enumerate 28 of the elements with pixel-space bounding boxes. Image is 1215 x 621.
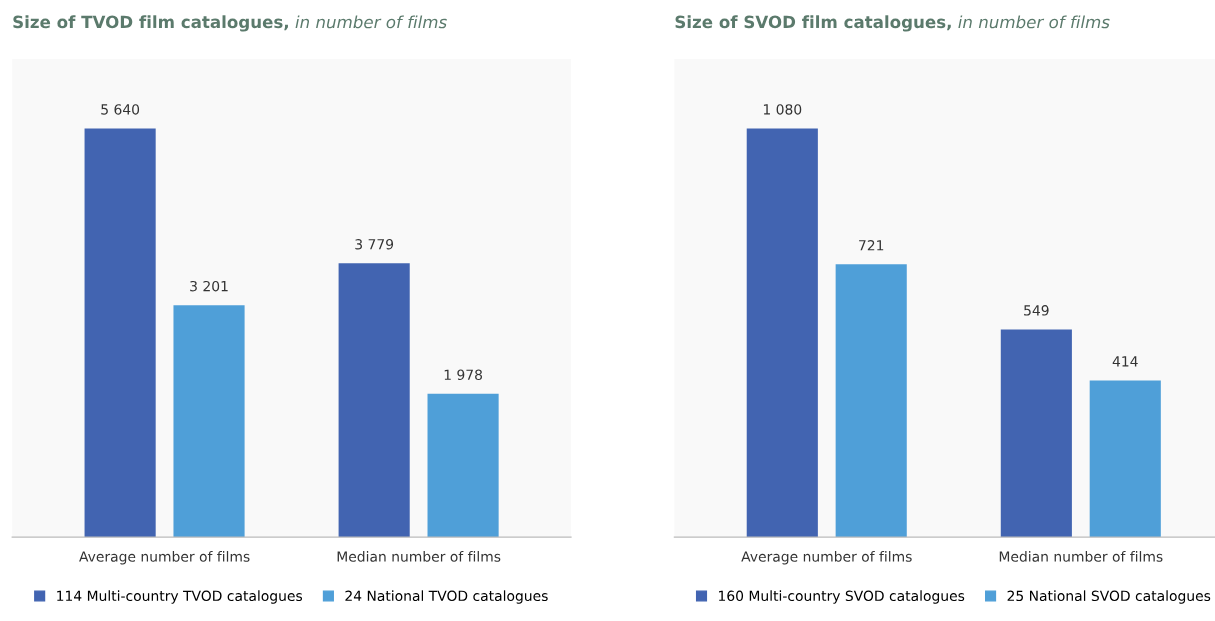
bar <box>1089 380 1161 538</box>
x-tick-label: Median number of films <box>337 551 501 562</box>
bar <box>427 393 499 538</box>
bar <box>173 305 245 538</box>
bar <box>1000 329 1072 538</box>
chart-subtitle: in number of films <box>958 15 1110 29</box>
legend-label: 24 National TVOD catalogues <box>345 590 548 604</box>
data-label: 1 978 <box>444 369 483 381</box>
chart-title: Size of SVOD film catalogues, <box>675 15 951 32</box>
chart-title: Size of TVOD film catalogues, <box>13 15 288 32</box>
bar <box>835 264 907 538</box>
bar <box>746 128 818 538</box>
data-label: 414 <box>1112 356 1138 367</box>
data-label: 1 080 <box>763 104 802 115</box>
legend-label: 25 National SVOD catalogues <box>1007 590 1211 604</box>
bar <box>84 128 156 538</box>
data-label: 5 640 <box>101 104 140 115</box>
data-label: 549 <box>1024 305 1049 316</box>
x-tick-label: Average number of films <box>741 551 912 565</box>
data-label: 3 201 <box>190 280 228 292</box>
legend-label: 114 Multi-country TVOD catalogues <box>57 590 303 604</box>
x-tick-label: Average number of films <box>79 551 250 565</box>
x-tick-label: Median number of films <box>999 551 1163 562</box>
data-label: 3 779 <box>355 239 394 250</box>
legend-label: 160 Multi-country SVOD catalogues <box>719 590 965 604</box>
data-label: 721 <box>859 240 884 251</box>
chart-subtitle: in number of films <box>295 15 447 29</box>
bar <box>338 263 410 538</box>
